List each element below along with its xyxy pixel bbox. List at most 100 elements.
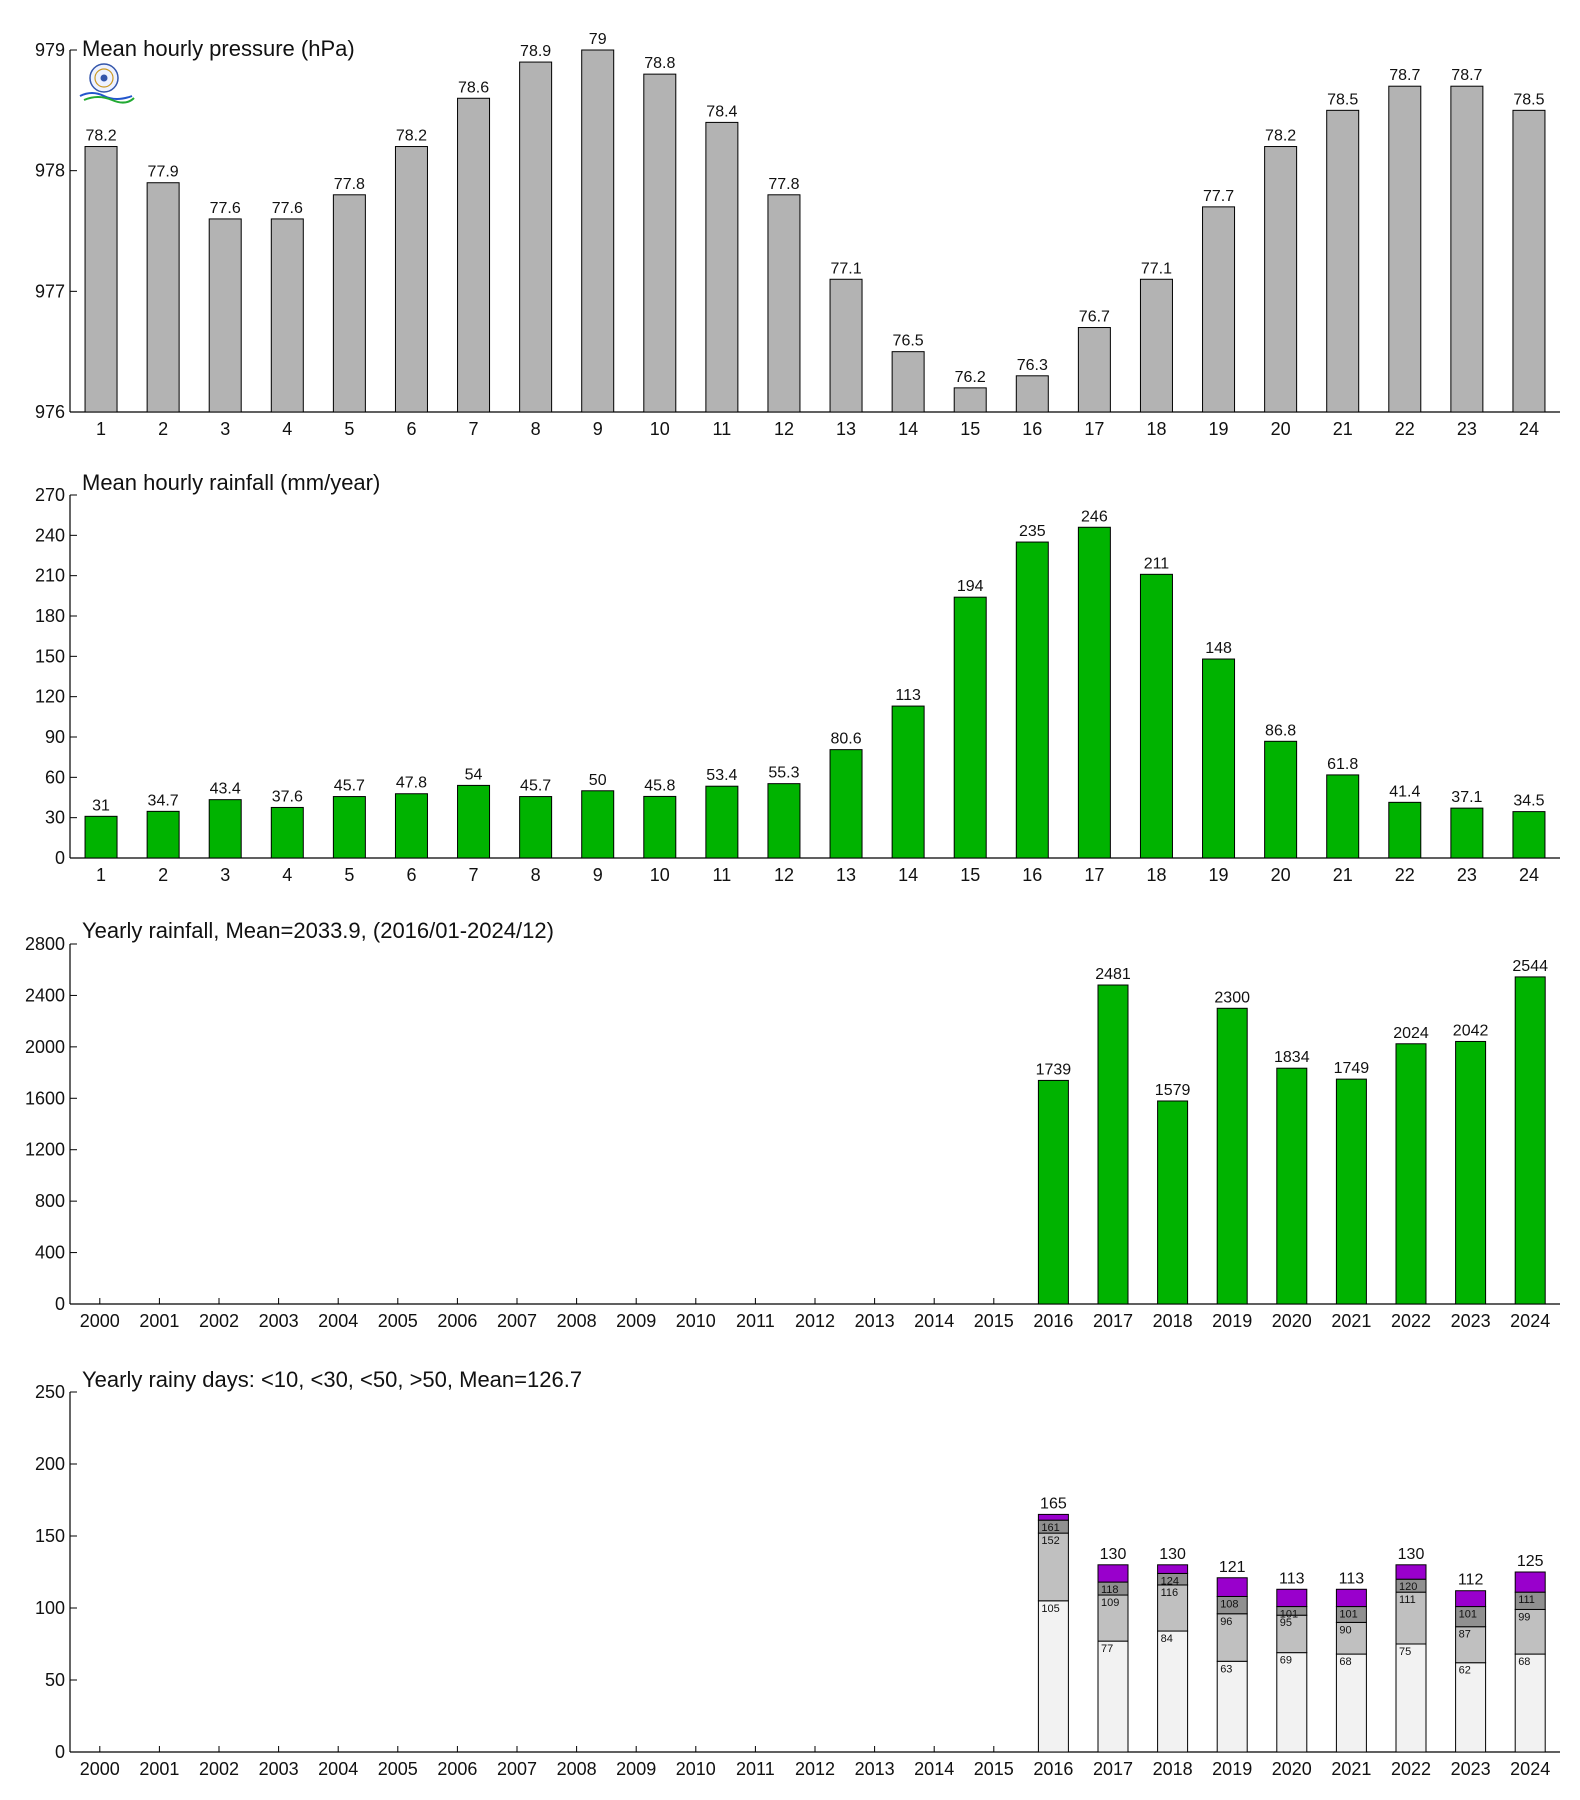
x-tick-label: 2011 [736,1759,775,1779]
bar [829,749,863,859]
bar [146,810,180,859]
stack-value-label-lt50: 161 [1041,1522,1059,1534]
x-tick-label: 2020 [1272,1759,1312,1779]
x-tick-label: 23 [1457,865,1477,885]
x-tick-label: 2002 [199,1759,239,1779]
bar-value-label: 61.8 [1327,756,1358,773]
stack-segment-lt10 [1037,1600,1069,1753]
x-tick-label: 24 [1519,419,1539,439]
x-tick-label: 2021 [1331,1311,1371,1331]
bar [1077,526,1111,859]
stack-value-label-lt50: 101 [1280,1609,1298,1621]
x-tick-label: 2000 [80,1311,120,1331]
bar-value-label: 78.6 [458,79,489,96]
y-tick-label: 150 [35,646,65,666]
x-tick-label: 2020 [1272,1311,1312,1331]
bar [519,61,553,413]
bar [1455,1040,1487,1305]
stack-segment-gt50 [1216,1577,1248,1597]
stack-value-label-lt30: 95 [1280,1617,1292,1629]
bar-value-label: 1739 [1036,1061,1072,1078]
y-tick-label: 0 [55,1742,65,1762]
x-tick-label: 2023 [1451,1759,1491,1779]
x-tick-label: 21 [1333,865,1353,885]
x-tick-label: 2003 [259,1311,299,1331]
bar [953,596,987,859]
x-tick-label: 6 [406,419,416,439]
stack-total-label: 130 [1398,1546,1425,1563]
bar [1139,573,1173,859]
stack-value-label-lt10: 68 [1518,1656,1530,1668]
stack-total-label: 113 [1279,1570,1305,1587]
bar-value-label: 77.1 [1141,260,1172,277]
stack-segment-lt30 [1276,1614,1308,1654]
y-tick-label: 30 [45,808,65,828]
stack-total-label: 130 [1159,1546,1186,1563]
stack-value-label-lt30: 90 [1339,1624,1351,1636]
x-tick-label: 2009 [616,1311,656,1331]
lab-seal-logo-icon [79,63,135,104]
y-tick-label: 270 [35,485,65,505]
bar-value-label: 77.6 [272,200,303,217]
bar-value-label: 41.4 [1389,783,1420,800]
bar-value-label: 246 [1081,508,1108,525]
bar [1264,740,1298,859]
bar-value-label: 211 [1144,555,1170,572]
stack-total-label: 113 [1339,1570,1365,1587]
bar-value-label: 37.6 [272,788,303,805]
x-tick-label: 22 [1395,865,1415,885]
y-tick-label: 800 [35,1191,65,1211]
bar-value-label: 148 [1205,640,1232,657]
bar [332,194,366,413]
x-tick-label: 2022 [1391,1311,1431,1331]
yearly-rainfall-chart: Yearly rainfall, Mean=2033.9, (2016/01-2… [25,918,1560,1331]
bar-value-label: 37.1 [1451,789,1482,806]
stack-value-label-lt10: 68 [1339,1656,1351,1668]
bar [1450,807,1484,859]
bar [457,784,491,859]
bar-value-label: 78.2 [1265,128,1296,145]
bar-value-label: 45.7 [520,778,551,795]
stack-value-label-lt50: 101 [1459,1609,1477,1621]
y-tick-label: 977 [35,281,65,301]
y-tick-label: 0 [55,848,65,868]
y-tick-label: 2400 [25,985,65,1005]
x-tick-label: 2002 [199,1311,239,1331]
stack-value-label-lt30: 109 [1101,1597,1119,1609]
y-tick-label: 976 [35,402,65,422]
bar-value-label: 78.5 [1327,91,1358,108]
x-tick-label: 2007 [497,1311,537,1331]
x-tick-label: 11 [713,419,732,439]
bar-value-label: 53.4 [706,767,737,784]
y-tick-label: 2800 [25,934,65,954]
x-tick-label: 4 [282,865,292,885]
y-tick-label: 120 [35,687,65,707]
stack-value-label-lt50: 118 [1101,1584,1119,1596]
stack-value-label-lt30: 116 [1161,1587,1179,1599]
x-tick-label: 2001 [139,1759,179,1779]
x-tick-label: 2 [158,419,168,439]
x-tick-label: 14 [898,865,918,885]
x-tick-label: 2012 [795,1759,835,1779]
x-tick-label: 2019 [1212,1311,1252,1331]
stack-value-label-lt10: 77 [1101,1643,1113,1655]
bar-value-label: 43.4 [210,781,241,798]
x-tick-label: 15 [960,419,980,439]
x-tick-label: 3 [220,865,230,885]
bar [891,351,925,413]
bar [1326,774,1360,859]
y-tick-label: 1200 [25,1140,65,1160]
x-tick-label: 2013 [855,1311,895,1331]
stack-value-label-lt10: 75 [1399,1646,1411,1658]
bar [1326,109,1360,413]
bar [705,121,739,413]
x-tick-label: 19 [1209,865,1229,885]
y-tick-label: 180 [35,606,65,626]
x-tick-label: 2008 [557,1311,597,1331]
yearly-rainy-days-chart: Yearly rainy days: <10, <30, <50, >50, M… [35,1367,1560,1779]
bar-value-label: 1834 [1274,1049,1310,1066]
stack-value-label-lt10: 69 [1280,1655,1292,1667]
bar-value-label: 50 [589,772,607,789]
x-tick-label: 2011 [736,1311,775,1331]
